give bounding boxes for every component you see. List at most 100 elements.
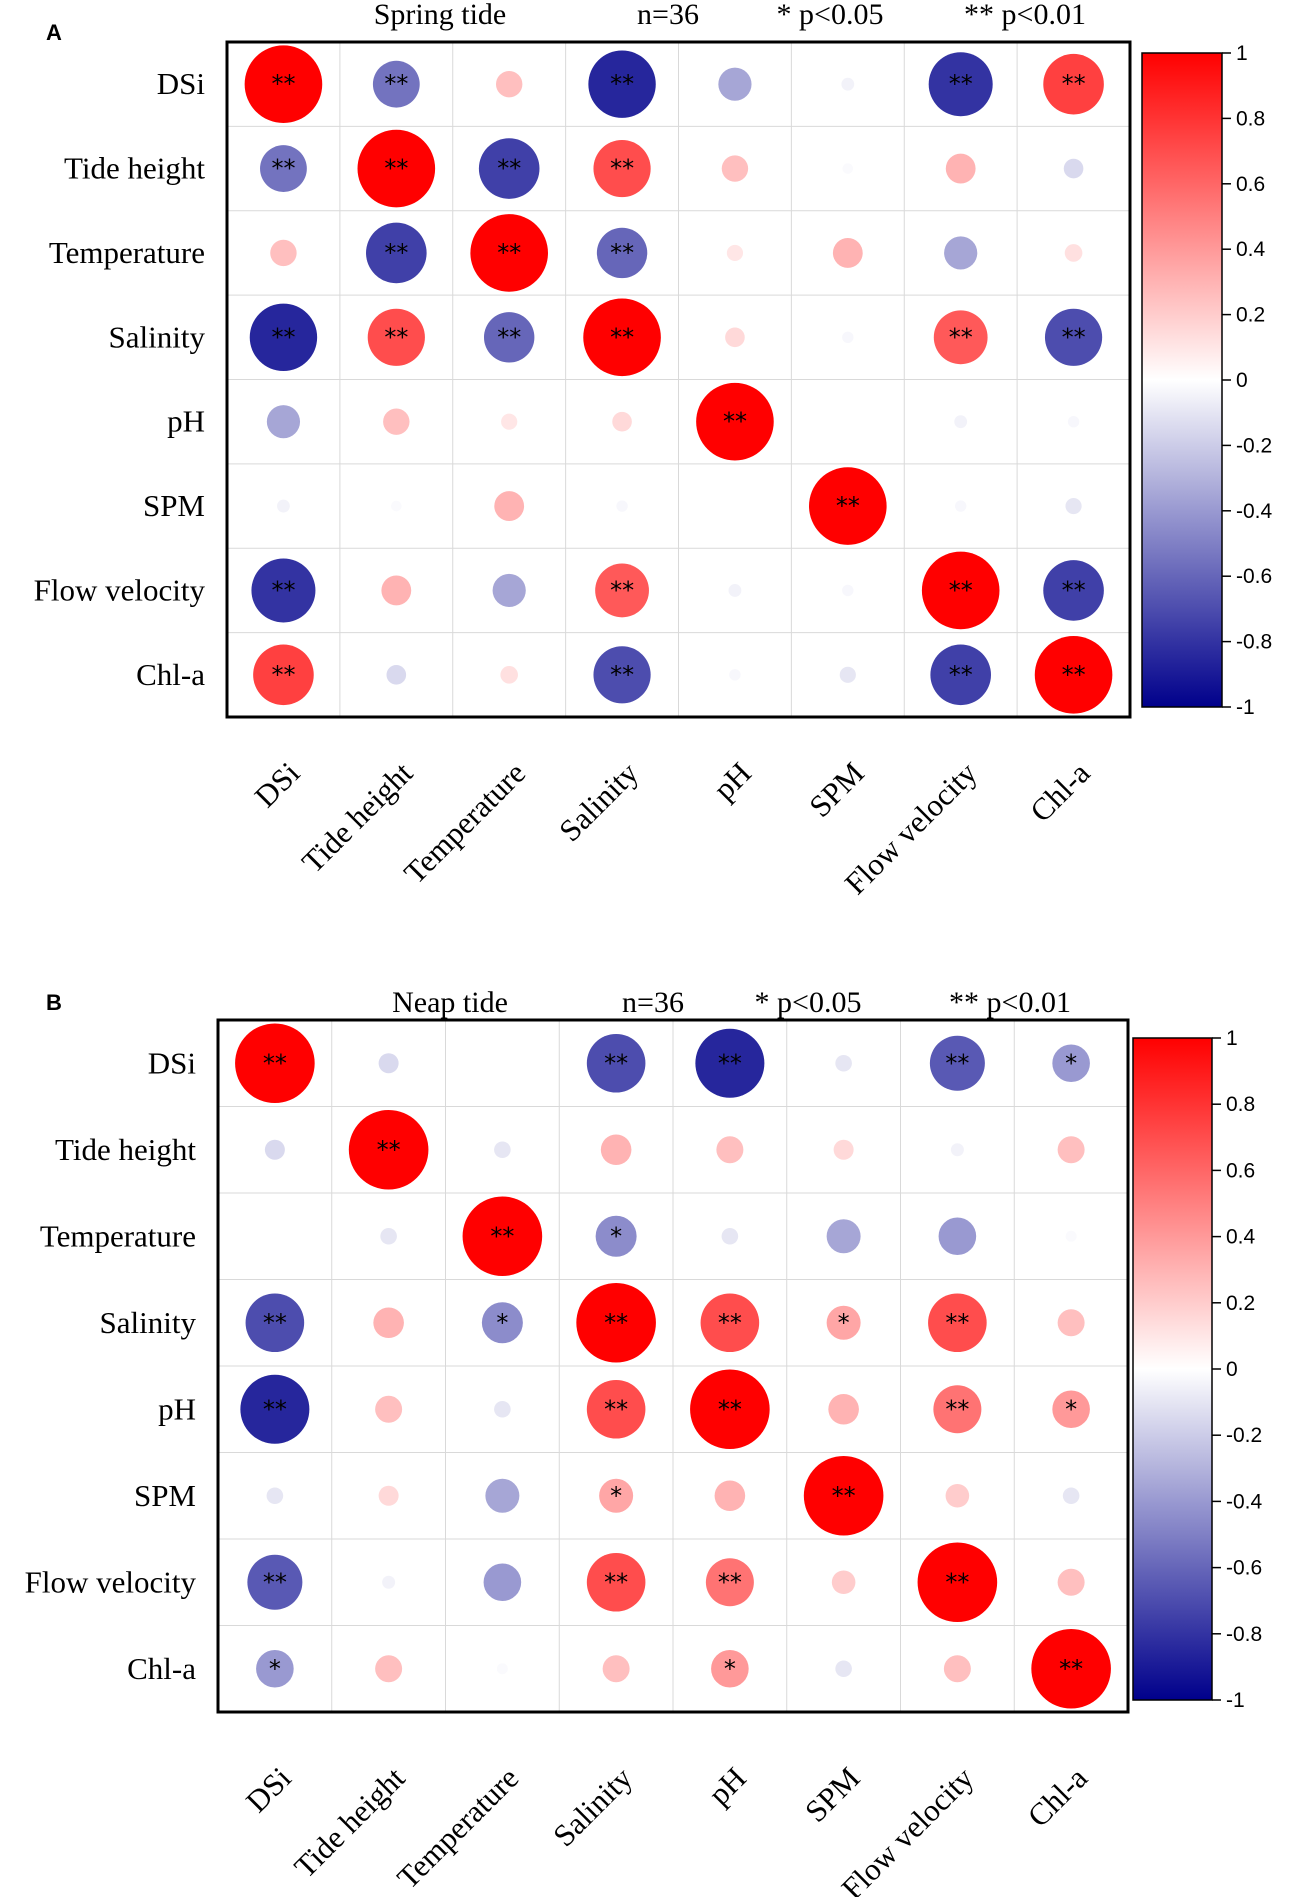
panel-letter: A bbox=[46, 20, 62, 45]
row-label: Salinity bbox=[109, 319, 206, 354]
significance-marker: * bbox=[269, 1655, 281, 1683]
correlation-circle bbox=[501, 413, 518, 430]
correlation-circle bbox=[828, 1393, 859, 1425]
correlation-circle bbox=[803, 1455, 884, 1536]
significance-marker: ** bbox=[271, 576, 295, 604]
significance-marker: ** bbox=[604, 1568, 628, 1596]
significance-marker: ** bbox=[1062, 70, 1086, 98]
correlation-circle bbox=[718, 67, 752, 101]
row-label: DSi bbox=[157, 66, 206, 101]
significance-marker: ** bbox=[718, 1049, 742, 1077]
correlation-circle bbox=[1031, 1628, 1111, 1709]
correlation-circle bbox=[728, 584, 742, 597]
significance-marker: ** bbox=[384, 323, 408, 351]
correlation-circle bbox=[244, 45, 323, 123]
correlation-circle bbox=[586, 1033, 646, 1093]
row-label: Flow velocity bbox=[25, 1564, 197, 1599]
correlation-circle bbox=[260, 145, 307, 192]
colorbar-tick-label: 0 bbox=[1236, 369, 1248, 392]
correlation-circle bbox=[835, 1660, 852, 1678]
correlation-circle bbox=[599, 1478, 634, 1513]
significance-marker: * bbox=[1065, 1049, 1077, 1077]
correlation-circle bbox=[842, 584, 854, 597]
significance-marker: * bbox=[610, 1482, 622, 1510]
heatmap-frame bbox=[225, 40, 1132, 719]
significance-marker: ** bbox=[610, 323, 634, 351]
correlation-circle bbox=[593, 139, 651, 198]
correlation-circle bbox=[381, 575, 412, 606]
significance-legend-p01: ** p<0.01 bbox=[964, 0, 1086, 31]
correlation-circle bbox=[483, 1563, 522, 1602]
correlation-circle bbox=[378, 1485, 399, 1506]
colorbar-tick-label: 0.6 bbox=[1236, 173, 1265, 196]
correlation-circle bbox=[1052, 1390, 1090, 1429]
colorbar-tick-label: 1 bbox=[1226, 1027, 1238, 1050]
significance-marker: * bbox=[610, 1222, 622, 1250]
correlation-circle bbox=[826, 1219, 861, 1254]
significance-marker: ** bbox=[604, 1049, 628, 1077]
colorbar-tick-label: 0.8 bbox=[1226, 1093, 1255, 1116]
colorbar-tick-label: 1 bbox=[1236, 42, 1248, 65]
significance-marker: ** bbox=[271, 70, 295, 98]
row-label: pH bbox=[158, 1391, 196, 1426]
column-label: pH bbox=[701, 1760, 753, 1812]
sample-size-label: n=36 bbox=[637, 0, 699, 31]
correlation-circle bbox=[809, 467, 887, 545]
colorbar: 1 0.8 0.6 0.4 0.2 0 -0.2 -0.4 -0.6 -0.8 -1 bbox=[1141, 42, 1273, 719]
correlation-circle bbox=[478, 138, 540, 199]
correlation-circle bbox=[721, 1227, 739, 1245]
correlation-circle bbox=[367, 308, 425, 366]
correlation-circle bbox=[1062, 1487, 1080, 1505]
significance-marker: ** bbox=[610, 239, 634, 267]
colorbar-tick-label: 0.2 bbox=[1236, 304, 1265, 327]
correlation-circle bbox=[1052, 1044, 1090, 1083]
correlation-circle bbox=[586, 1379, 646, 1439]
colorbar-tick-label: 0 bbox=[1226, 1358, 1238, 1381]
correlation-circle bbox=[251, 558, 316, 623]
correlation-circle bbox=[696, 382, 774, 461]
colorbar-tick-label: 0.4 bbox=[1236, 238, 1266, 261]
significance-marker: ** bbox=[945, 1568, 969, 1596]
significance-marker: ** bbox=[263, 1568, 287, 1596]
colorbar-tick-label: -1 bbox=[1226, 1689, 1245, 1712]
column-label: DSi bbox=[239, 1760, 298, 1819]
correlation-circle bbox=[375, 1655, 403, 1683]
correlation-circle bbox=[1057, 1568, 1085, 1596]
correlation-circle bbox=[950, 1143, 964, 1157]
correlation-circle bbox=[1043, 53, 1104, 115]
column-label: SPM bbox=[802, 755, 871, 824]
row-label: Tide height bbox=[55, 1132, 196, 1167]
correlation-circle bbox=[928, 52, 993, 117]
row-labels: DSi Tide height Temperature Salinity pH SPM Fl… bbox=[25, 1045, 197, 1686]
column-label: DSi bbox=[248, 755, 307, 814]
correlation-circle bbox=[716, 1136, 744, 1164]
correlation-circle bbox=[266, 1487, 284, 1505]
correlation-circle bbox=[602, 1655, 630, 1683]
significance-marker: ** bbox=[945, 1395, 969, 1423]
colorbar: 1 0.8 0.6 0.4 0.2 0 -0.2 -0.4 -0.6 -0.8 -1 bbox=[1132, 1027, 1263, 1712]
correlation-circle bbox=[943, 1655, 971, 1683]
significance-marker: ** bbox=[263, 1395, 287, 1423]
correlation-circle bbox=[270, 239, 297, 267]
column-label: pH bbox=[706, 755, 758, 807]
correlation-circle bbox=[1065, 1230, 1077, 1242]
colorbar-tick-label: -0.8 bbox=[1236, 631, 1272, 654]
grid-lines bbox=[227, 42, 1130, 717]
correlation-circle bbox=[277, 499, 290, 513]
column-label: Chl-a bbox=[1021, 1760, 1095, 1834]
grid-lines bbox=[218, 1020, 1128, 1712]
correlation-circle bbox=[729, 669, 741, 681]
correlation-circle bbox=[929, 1035, 985, 1091]
significance-marker: ** bbox=[610, 155, 634, 183]
correlation-circle bbox=[588, 50, 656, 118]
row-label: Temperature bbox=[49, 235, 205, 270]
row-label: Temperature bbox=[40, 1218, 196, 1253]
correlation-circle bbox=[366, 222, 427, 284]
correlation-circle bbox=[714, 1480, 746, 1512]
correlation-circle bbox=[711, 1649, 749, 1688]
heatmap-frame bbox=[216, 1018, 1130, 1714]
correlation-circle bbox=[235, 1023, 315, 1104]
correlation-circle bbox=[954, 500, 967, 512]
